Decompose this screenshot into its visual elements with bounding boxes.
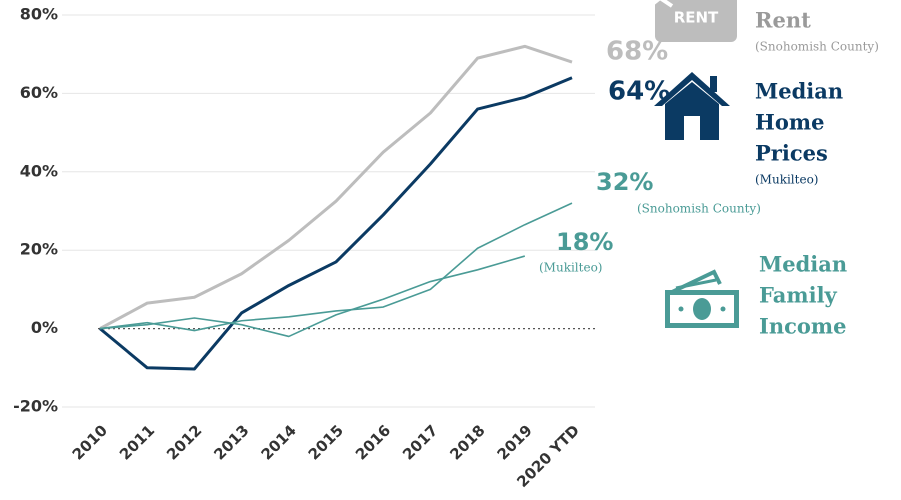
legend-label: Median <box>759 252 847 277</box>
legend-label: Home <box>755 110 824 135</box>
y-tick-label: 60% <box>20 83 58 102</box>
series-line <box>99 202 573 332</box>
x-tick-label: 2011 <box>116 421 158 463</box>
y-tick-label: 80% <box>20 5 58 24</box>
y-tick-label: -20% <box>13 397 58 416</box>
x-tick-label: 2017 <box>399 421 441 463</box>
legend-label: Median <box>755 79 843 104</box>
x-tick-label: 2016 <box>352 421 394 463</box>
legend-note: (Mukilteo) <box>755 173 818 187</box>
x-tick-label: 2015 <box>305 421 347 463</box>
annotation: (Snohomish County) <box>637 202 761 216</box>
series-line <box>99 44 573 330</box>
legend-label: Prices <box>755 141 828 166</box>
value-label: 64% <box>608 77 670 107</box>
x-tick-label: 2010 <box>69 421 111 463</box>
value-label: 18% <box>556 228 613 256</box>
y-tick-label: 0% <box>31 318 58 337</box>
legend-label: Income <box>759 314 846 339</box>
x-tick-label: 2018 <box>446 421 488 463</box>
legend-label: Family <box>759 283 838 308</box>
rent-icon-text: RENT <box>674 9 719 27</box>
money-icon <box>665 269 739 328</box>
y-tick-label: 20% <box>20 240 58 259</box>
y-tick-label: 40% <box>20 161 58 180</box>
value-label: 68% <box>606 37 668 67</box>
legend-note: (Snohomish County) <box>755 40 879 54</box>
x-tick-label: 2014 <box>258 421 300 463</box>
series-line <box>99 76 573 371</box>
value-label: 32% <box>596 168 653 196</box>
annotation: (Mukilteo) <box>539 261 602 275</box>
series-line <box>99 255 526 338</box>
x-tick-label: 2012 <box>163 421 205 463</box>
legend-label: Rent <box>755 8 811 33</box>
house-icon <box>654 72 730 140</box>
rent-icon: RENT <box>638 0 737 42</box>
x-tick-label: 2013 <box>210 421 252 463</box>
x-tick-label: 2019 <box>494 421 536 463</box>
